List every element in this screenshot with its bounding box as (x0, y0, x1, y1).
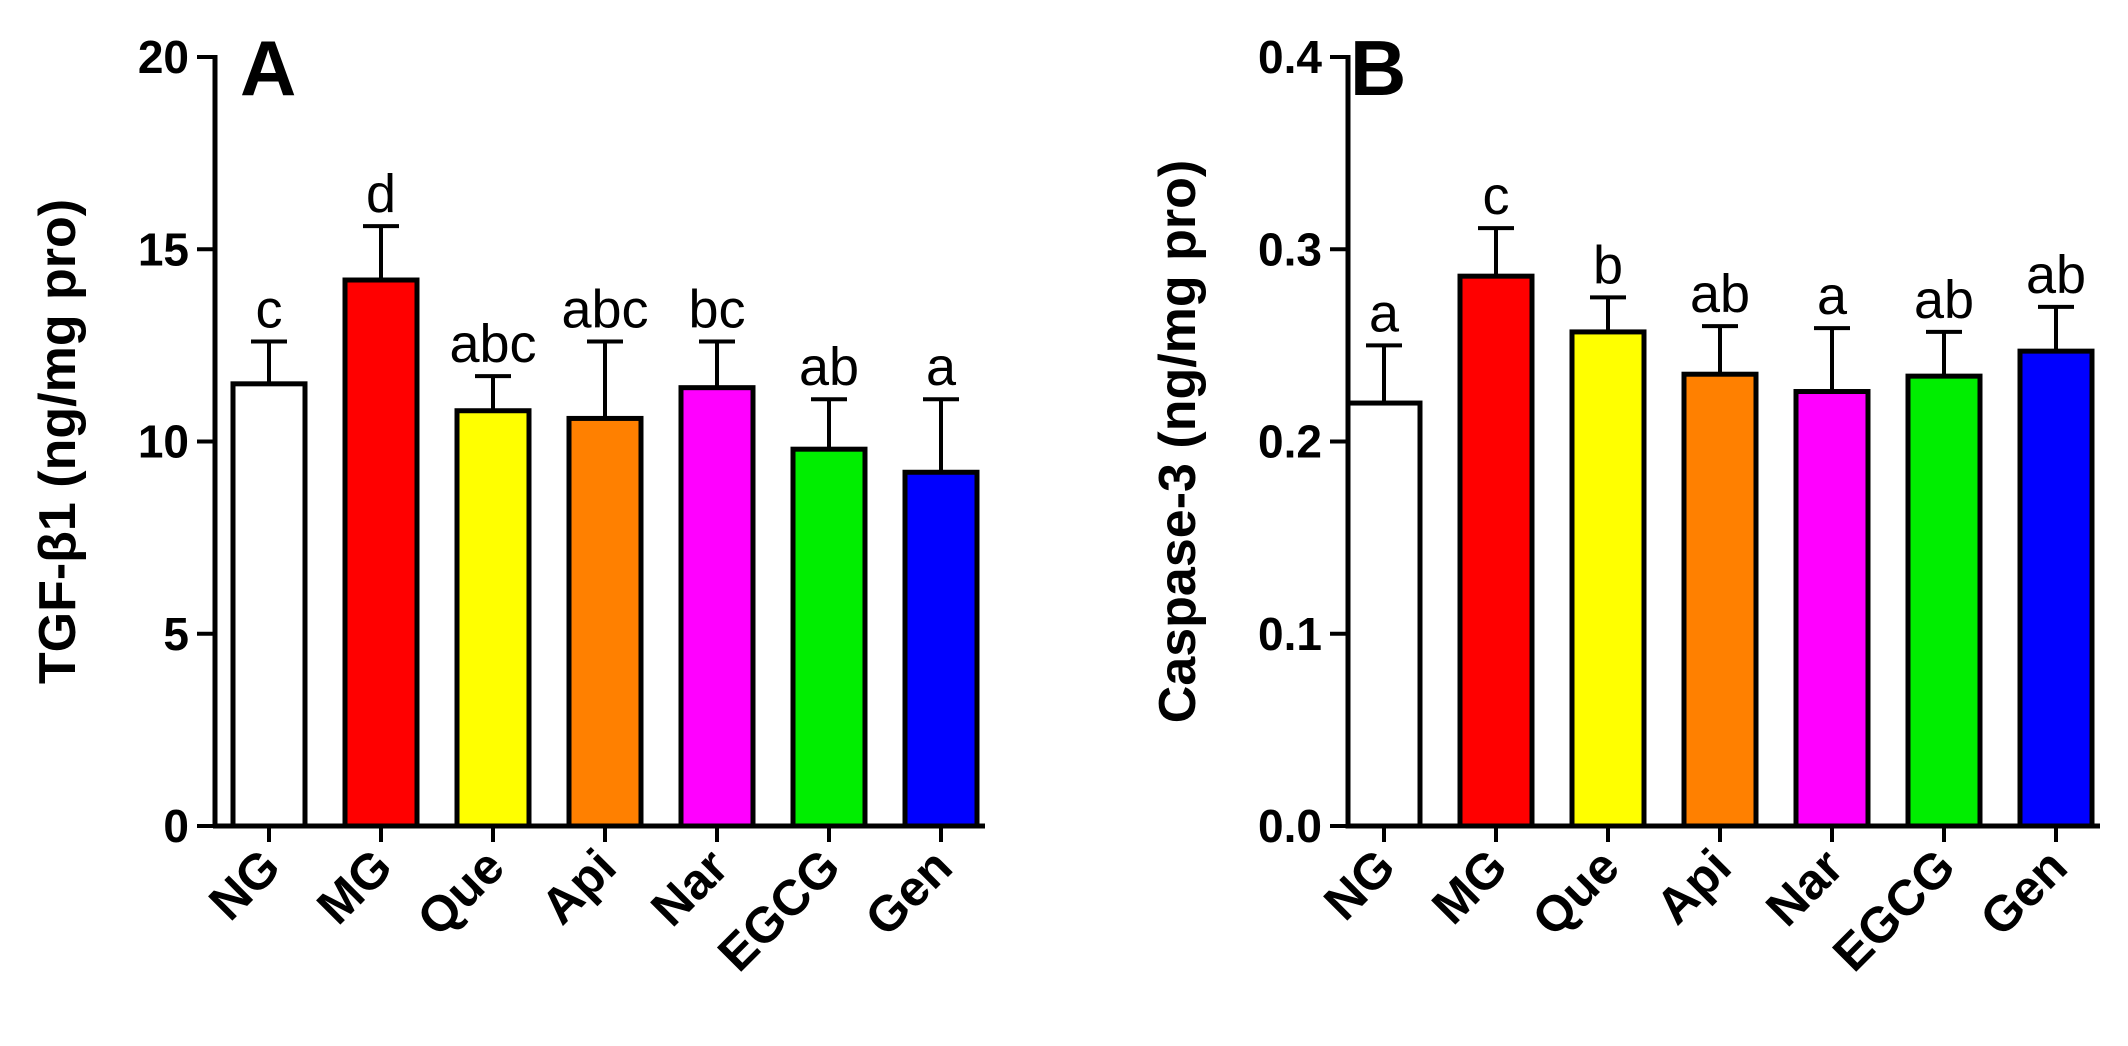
bar-api (566, 415, 644, 829)
x-tick-label: NG (198, 838, 291, 931)
bar-mg (342, 277, 420, 829)
y-tick-label: 0.3 (1258, 223, 1322, 275)
x-tick-label: MG (1421, 838, 1518, 935)
x-tick-label: Gen (854, 838, 962, 946)
panel-b-caspase-3-chart: B Caspase-3 (ng/mg pro) a NG c MG b Que ab Api a Na… (1149, 24, 2100, 982)
significance-label: c (256, 280, 283, 340)
significance-label: a (1817, 266, 1848, 326)
y-tick-label: 5 (163, 608, 189, 660)
y-tick-label: 0 (163, 800, 189, 852)
y-tick-label: 15 (138, 223, 189, 275)
y-tick-label: 20 (138, 31, 189, 83)
significance-label: abc (449, 314, 536, 374)
significance-label: d (366, 164, 396, 224)
significance-label: ab (1690, 264, 1750, 324)
bar-nar (678, 385, 756, 829)
y-axis-label: TGF-β1 (ng/mg pro) (29, 199, 87, 684)
bar-que (454, 408, 532, 829)
y-tick-label: 10 (138, 416, 189, 468)
bar-mg (1457, 273, 1535, 829)
bar-egcg (790, 446, 868, 829)
panel-letter: B (1350, 24, 1406, 112)
bar-egcg (1905, 373, 1983, 829)
significance-label: ab (1914, 270, 1974, 330)
x-tick-label: EGCG (1822, 838, 1966, 982)
x-tick-label: NG (1313, 838, 1406, 931)
significance-label: b (1593, 235, 1623, 295)
panel-a-tgf-beta1-chart: A TGF-β1 (ng/mg pro) c NG d MG abc Que abc Api bc N… (29, 24, 985, 982)
bar-que (1569, 329, 1647, 829)
x-tick-label: Gen (1969, 838, 2077, 946)
bar-nar (1793, 389, 1871, 829)
x-tick-label: EGCG (707, 838, 851, 982)
significance-label: a (926, 337, 957, 397)
significance-label: ab (2026, 245, 2086, 305)
bar-ng (1345, 400, 1423, 829)
x-tick-label: Que (1521, 838, 1629, 946)
panel-letter: A (240, 24, 296, 112)
y-tick-label: 0.1 (1258, 608, 1322, 660)
y-tick-label: 0.2 (1258, 416, 1322, 468)
bar-ng (230, 381, 308, 829)
significance-label: a (1369, 283, 1400, 343)
significance-label: bc (688, 280, 745, 340)
x-tick-label: MG (306, 838, 403, 935)
x-tick-label: Que (406, 838, 514, 946)
bar-gen (2017, 348, 2095, 829)
x-tick-label: Nar (1755, 838, 1854, 937)
x-tick-label: Nar (640, 838, 739, 937)
x-tick-label: Api (1645, 838, 1742, 935)
bar-api (1681, 371, 1759, 829)
bar-gen (902, 469, 980, 829)
significance-label: c (1483, 166, 1510, 226)
x-tick-label: Api (530, 838, 627, 935)
significance-label: abc (561, 280, 648, 340)
significance-label: ab (799, 337, 859, 397)
y-tick-label: 0.0 (1258, 800, 1322, 852)
y-axis-label: Caspase-3 (ng/mg pro) (1149, 160, 1207, 723)
y-tick-label: 0.4 (1258, 31, 1322, 83)
